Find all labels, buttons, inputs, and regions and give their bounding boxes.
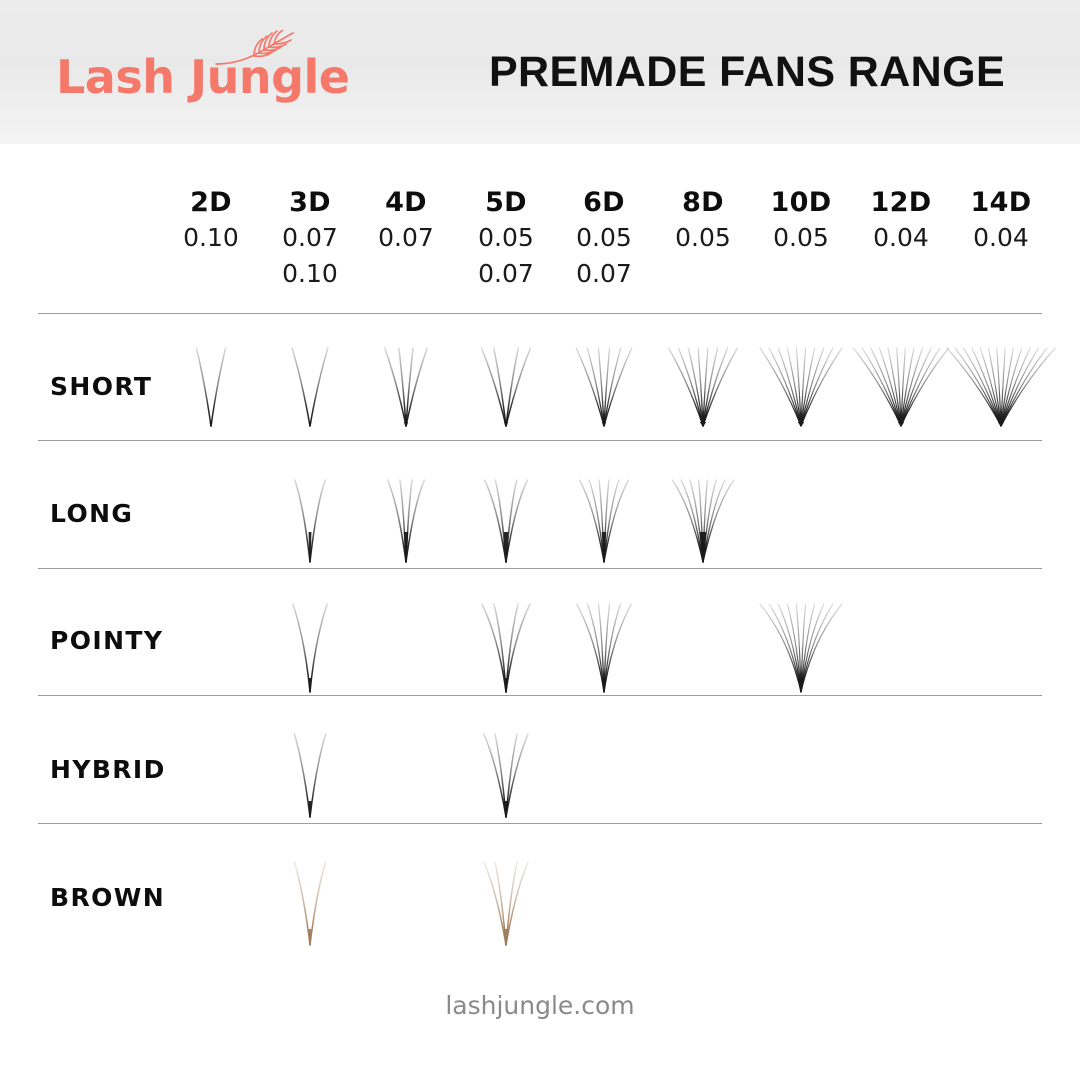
row-label-hybrid: HYBRID xyxy=(50,755,166,784)
fan-brown-5d[interactable] xyxy=(446,850,566,960)
column-header-8d: 8D 0.05 xyxy=(643,186,763,256)
column-d-label: 2D xyxy=(190,187,232,218)
column-header-5d: 5D 0.05 0.07 xyxy=(446,186,566,292)
column-thickness-value: 0.05 xyxy=(773,223,829,252)
column-thickness-value: 0.07 xyxy=(378,223,434,252)
fan-long-4d[interactable] xyxy=(346,466,466,576)
row-divider-2 xyxy=(38,568,1042,569)
footer-website-url[interactable]: lashjungle.com xyxy=(445,991,635,1020)
column-header-10d: 10D 0.05 xyxy=(741,186,861,256)
column-header-2d: 2D 0.10 xyxy=(151,186,271,256)
column-thickness-value: 0.05 xyxy=(478,223,534,252)
row-label-brown: BROWN xyxy=(50,883,166,912)
fan-pointy-10d[interactable] xyxy=(741,594,861,704)
column-d-label: 8D xyxy=(682,187,724,218)
column-d-label: 14D xyxy=(970,187,1032,218)
column-header-3d: 3D 0.07 0.10 xyxy=(250,186,370,292)
fan-long-8d[interactable] xyxy=(643,466,763,576)
row-label-pointy: POINTY xyxy=(50,626,164,655)
column-d-label: 5D xyxy=(485,187,527,218)
fan-long-6d[interactable] xyxy=(544,466,664,576)
column-d-label: 10D xyxy=(770,187,832,218)
fan-short-10d[interactable] xyxy=(741,338,861,448)
column-headers: 2D 0.10 3D 0.07 0.10 4D 0.07 5D 0.05 0.07 6D 0.05 0.… xyxy=(0,186,1080,296)
row-divider-4 xyxy=(38,823,1042,824)
fan-hybrid-3d[interactable] xyxy=(250,722,370,832)
row-label-long: LONG xyxy=(50,499,134,528)
fan-long-3d[interactable] xyxy=(250,466,370,576)
fan-short-14d[interactable] xyxy=(941,338,1061,448)
brand-name: Lash Jungle xyxy=(56,50,350,104)
fan-short-4d[interactable] xyxy=(346,338,466,448)
fan-long-5d[interactable] xyxy=(446,466,566,576)
header-bar xyxy=(0,0,1080,144)
column-thickness-value: 0.10 xyxy=(282,259,338,288)
column-d-label: 6D xyxy=(583,187,625,218)
fan-brown-3d[interactable] xyxy=(250,850,370,960)
column-thickness-value: 0.10 xyxy=(183,223,239,252)
column-header-12d: 12D 0.04 xyxy=(841,186,961,256)
column-thickness-value: 0.07 xyxy=(478,259,534,288)
column-thickness-value: 0.05 xyxy=(576,223,632,252)
fan-short-5d[interactable] xyxy=(446,338,566,448)
column-d-label: 3D xyxy=(289,187,331,218)
fan-pointy-6d[interactable] xyxy=(544,594,664,704)
column-thickness-value: 0.07 xyxy=(282,223,338,252)
fan-short-2d[interactable] xyxy=(151,338,271,448)
fan-pointy-5d[interactable] xyxy=(446,594,566,704)
fan-hybrid-5d[interactable] xyxy=(446,722,566,832)
row-label-short: SHORT xyxy=(50,372,153,401)
column-thickness-value: 0.05 xyxy=(675,223,731,252)
column-thickness-value: 0.07 xyxy=(576,259,632,288)
leaf-frond-icon xyxy=(215,30,294,65)
fan-short-8d[interactable] xyxy=(643,338,763,448)
fan-short-3d[interactable] xyxy=(250,338,370,448)
row-divider-0 xyxy=(38,313,1042,314)
column-header-6d: 6D 0.05 0.07 xyxy=(544,186,664,292)
fan-short-6d[interactable] xyxy=(544,338,664,448)
page-title: PREMADE FANS RANGE xyxy=(488,48,1006,96)
fan-pointy-3d[interactable] xyxy=(250,594,370,704)
column-thickness-value: 0.04 xyxy=(973,223,1029,252)
fan-short-12d[interactable] xyxy=(841,338,961,448)
column-d-label: 12D xyxy=(870,187,932,218)
column-thickness-value: 0.04 xyxy=(873,223,929,252)
column-d-label: 4D xyxy=(385,187,427,218)
brand-logo[interactable]: Lash Jungle xyxy=(56,30,350,110)
row-divider-1 xyxy=(38,440,1042,441)
column-header-14d: 14D 0.04 xyxy=(941,186,1061,256)
column-header-4d: 4D 0.07 xyxy=(346,186,466,256)
row-divider-3 xyxy=(38,695,1042,696)
